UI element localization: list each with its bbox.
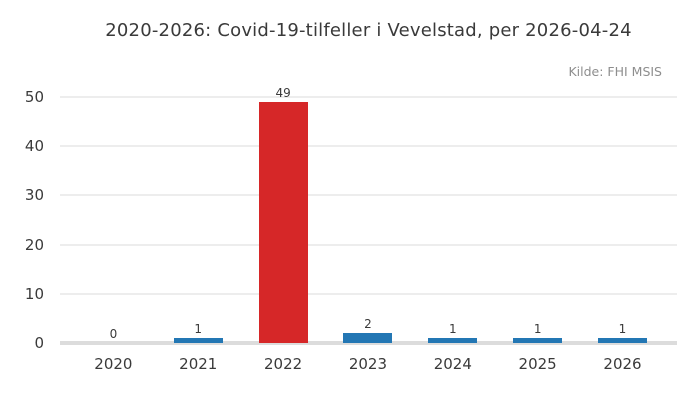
- bar-value-label: 1: [448, 322, 457, 336]
- gridline: [60, 292, 677, 295]
- bar-2026: [598, 338, 647, 343]
- plot-area: 0 1 49 2 1 1 1: [60, 87, 677, 345]
- x-tick-label: 2025: [518, 355, 557, 373]
- x-axis-baseline: [60, 341, 677, 345]
- bar-value-label: 1: [533, 322, 542, 336]
- gridline: [60, 194, 677, 197]
- y-tick-label: 10: [24, 284, 44, 303]
- x-tick-label: 2020: [94, 355, 133, 373]
- bar-2021: [173, 338, 223, 343]
- y-tick-label: 30: [24, 186, 44, 205]
- gridline: [60, 96, 677, 98]
- x-tick-label: 2026: [603, 355, 642, 373]
- x-tick-label: 2022: [264, 355, 303, 373]
- bar-2024: [428, 338, 478, 343]
- y-tick-label: 20: [24, 235, 44, 254]
- gridline: [60, 145, 677, 148]
- y-tick-label: 50: [24, 88, 44, 106]
- bar-value-label: 0: [109, 327, 118, 341]
- bar-2023: [343, 333, 393, 343]
- chart-title: 2020-2026: Covid-19-tilfeller i Vevelsta…: [105, 20, 632, 41]
- bar-value-label: 2: [364, 317, 372, 331]
- bar-2022: [258, 102, 308, 343]
- source-note: Kilde: FHI MSIS: [568, 64, 662, 79]
- y-tick-label: 40: [24, 137, 44, 156]
- bar-value-label: 49: [275, 86, 291, 100]
- y-tick-label: 0: [34, 334, 44, 352]
- x-tick-label: 2023: [348, 355, 388, 373]
- bar-value-label: 1: [194, 322, 203, 336]
- bar-2025: [513, 338, 563, 343]
- gridline: [60, 243, 677, 246]
- bar-value-label: 1: [618, 322, 627, 336]
- x-tick-label: 2024: [433, 355, 472, 373]
- x-tick-label: 2021: [179, 355, 218, 373]
